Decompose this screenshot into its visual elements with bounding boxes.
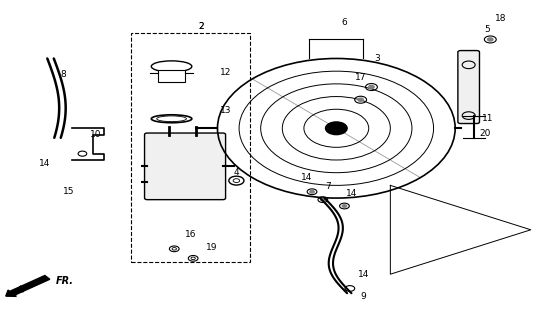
Text: 16: 16 — [185, 230, 196, 239]
Text: 13: 13 — [220, 106, 231, 115]
Text: 12: 12 — [220, 68, 231, 77]
FancyBboxPatch shape — [458, 51, 479, 124]
Text: 14: 14 — [301, 173, 312, 182]
Text: 5: 5 — [485, 25, 490, 35]
Text: 9: 9 — [361, 292, 366, 301]
Ellipse shape — [488, 38, 493, 41]
Text: 15: 15 — [63, 187, 75, 196]
Text: 18: 18 — [495, 14, 507, 23]
Ellipse shape — [342, 205, 346, 207]
Text: 7: 7 — [325, 182, 331, 191]
Text: 10: 10 — [90, 130, 102, 139]
Text: 17: 17 — [355, 73, 367, 82]
Text: FR.: FR. — [55, 276, 73, 286]
FancyArrow shape — [6, 276, 50, 296]
Text: 14: 14 — [346, 189, 357, 198]
Text: 2: 2 — [198, 22, 204, 31]
FancyBboxPatch shape — [144, 133, 225, 200]
Ellipse shape — [369, 85, 374, 89]
Text: 19: 19 — [206, 243, 218, 252]
Ellipse shape — [358, 98, 363, 101]
Text: 14: 14 — [358, 270, 369, 279]
Text: 2: 2 — [198, 22, 204, 31]
Text: 4: 4 — [233, 168, 239, 177]
Text: 11: 11 — [482, 114, 494, 123]
Ellipse shape — [321, 198, 325, 201]
Ellipse shape — [310, 190, 314, 193]
Text: 8: 8 — [61, 70, 66, 79]
Text: 14: 14 — [39, 159, 50, 168]
Text: 6: 6 — [342, 18, 348, 27]
Text: 20: 20 — [479, 129, 490, 138]
Text: 3: 3 — [374, 54, 380, 63]
Circle shape — [325, 122, 347, 135]
Bar — [158, 69, 185, 82]
